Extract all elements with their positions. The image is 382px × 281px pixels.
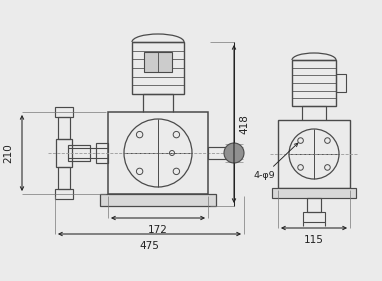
Bar: [278, 120, 350, 188]
Bar: [272, 188, 356, 198]
Text: 115: 115: [304, 235, 324, 245]
Bar: [336, 74, 346, 92]
Text: 475: 475: [139, 241, 159, 251]
Bar: [144, 52, 172, 72]
Bar: [55, 107, 73, 117]
Circle shape: [224, 143, 244, 163]
Bar: [292, 60, 336, 106]
Text: 418: 418: [239, 114, 249, 134]
Bar: [303, 212, 325, 222]
Bar: [58, 117, 70, 139]
Bar: [68, 145, 90, 161]
Bar: [100, 194, 216, 206]
Text: 210: 210: [3, 143, 13, 163]
Text: 172: 172: [148, 225, 168, 235]
Bar: [208, 147, 226, 159]
Text: 4-φ9: 4-φ9: [253, 143, 298, 180]
Bar: [108, 112, 208, 194]
Bar: [96, 143, 108, 163]
Bar: [307, 198, 321, 212]
Bar: [58, 167, 70, 189]
Bar: [55, 189, 73, 199]
Bar: [56, 139, 72, 167]
Bar: [132, 42, 184, 94]
